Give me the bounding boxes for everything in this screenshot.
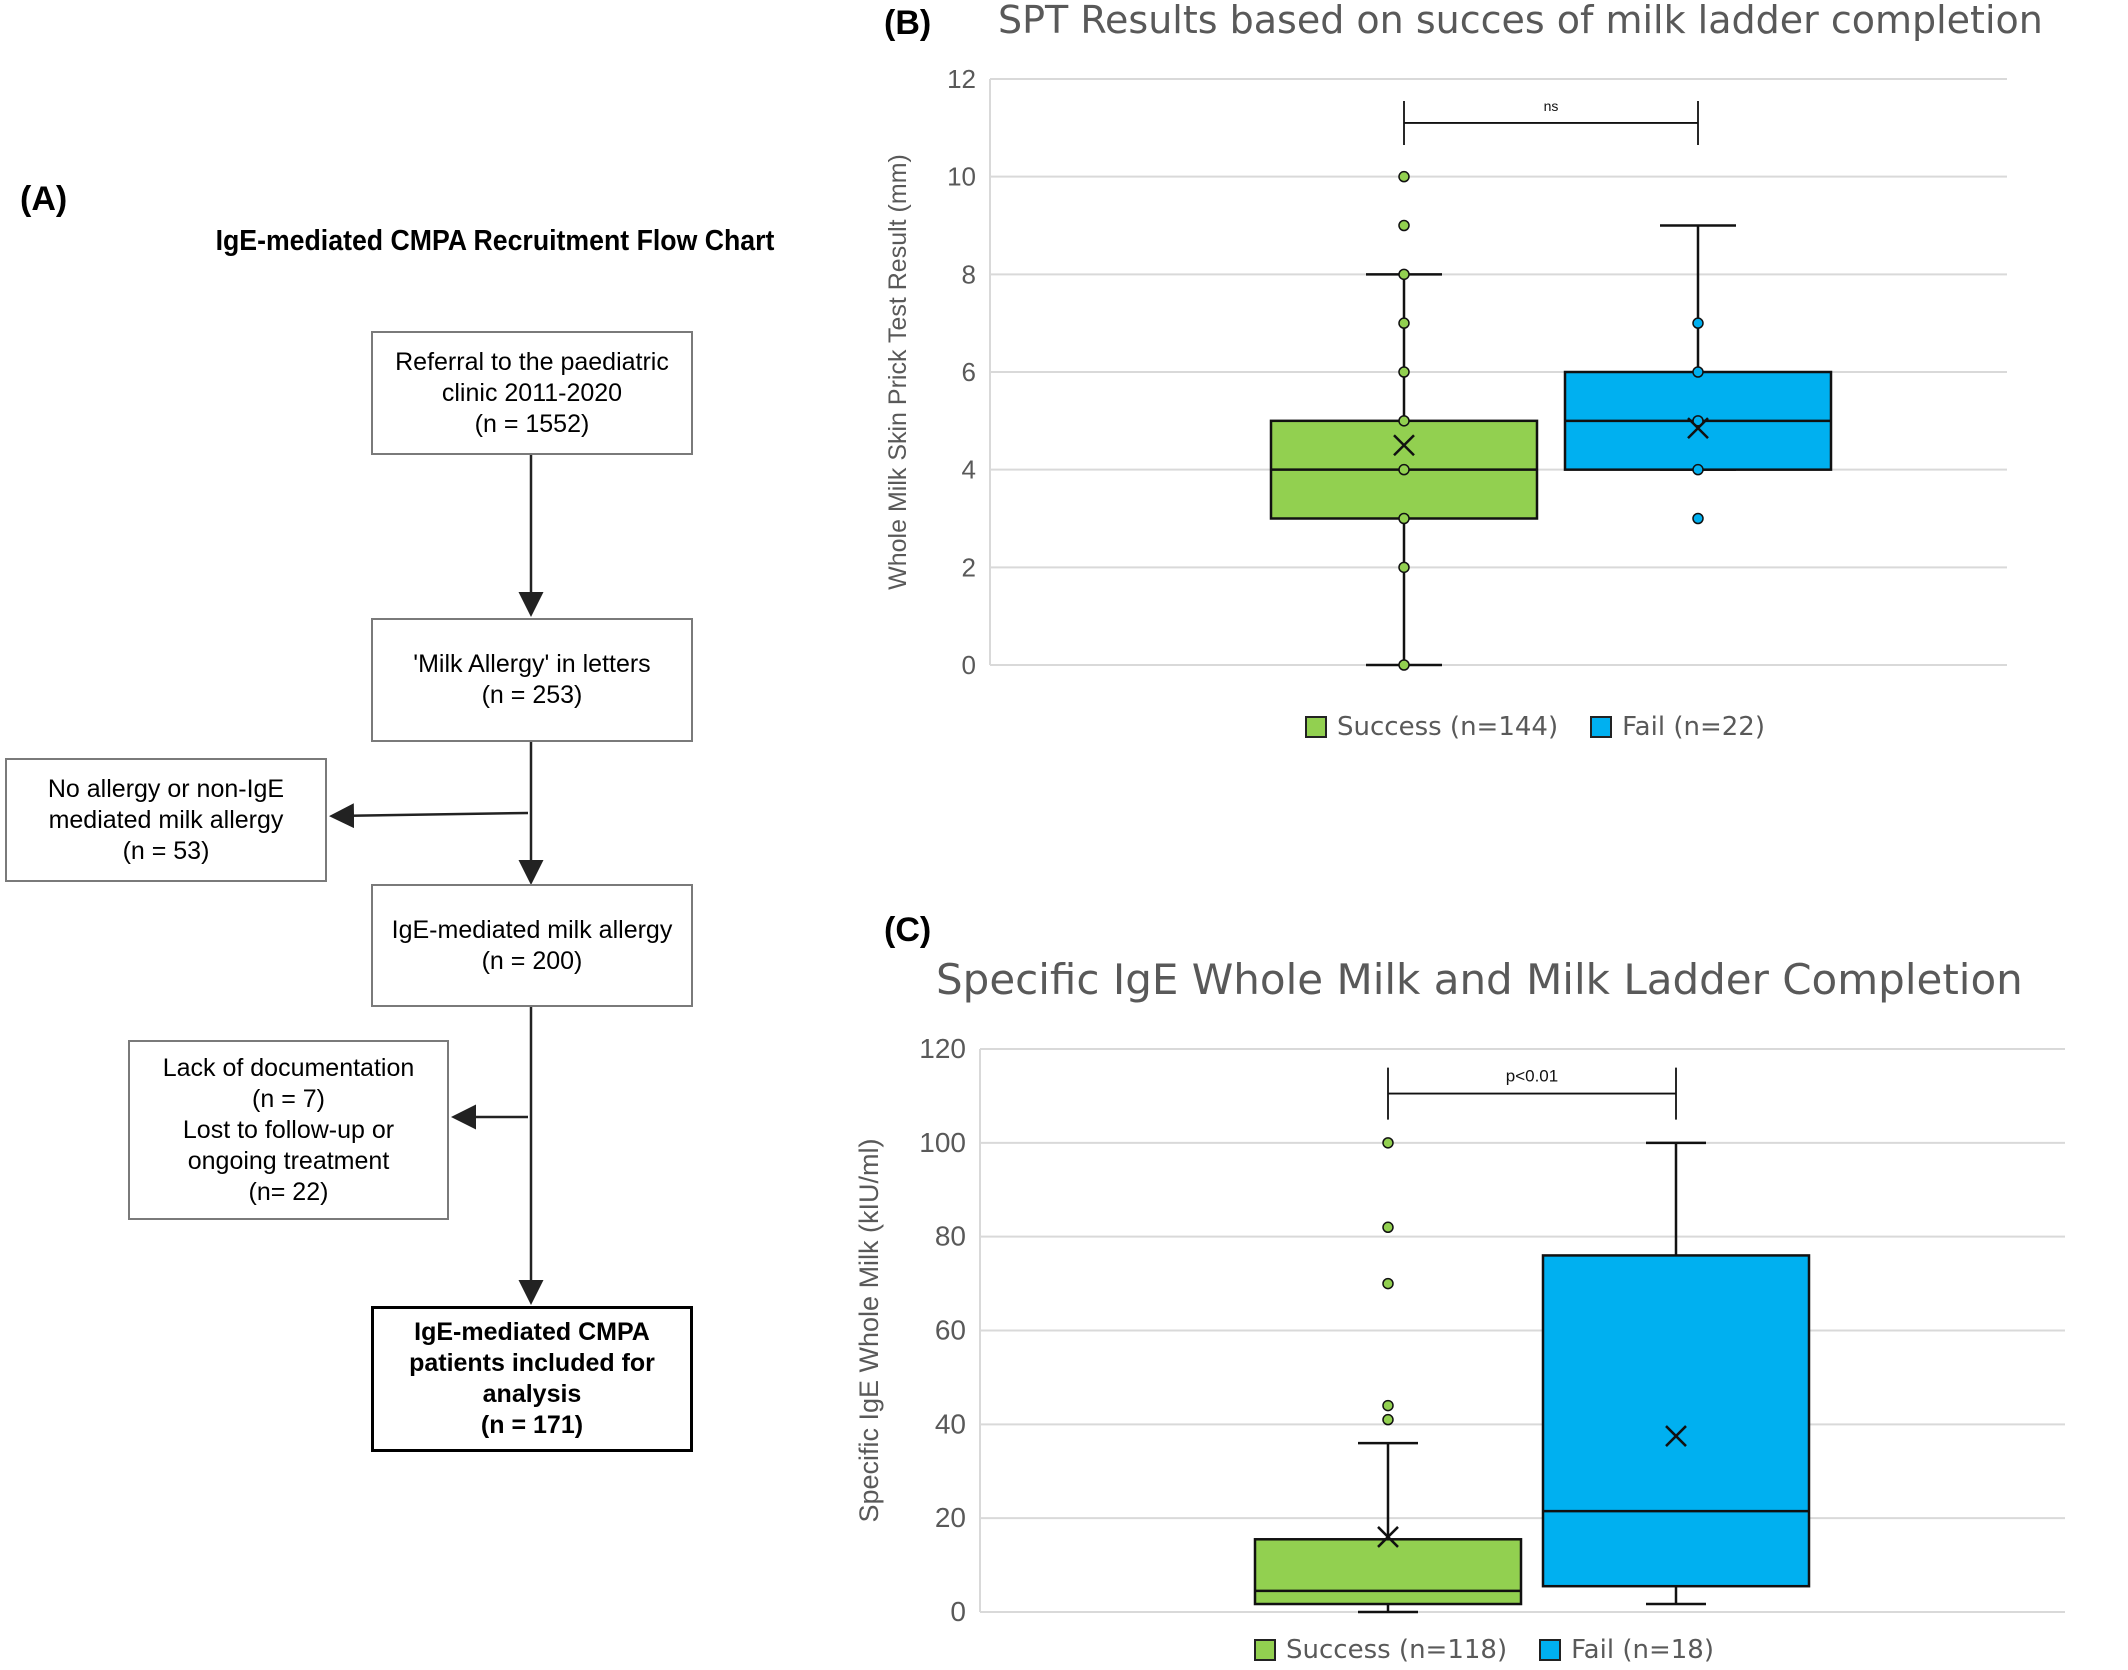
data-point xyxy=(1692,317,1704,329)
significance-label: p<0.01 xyxy=(1506,1067,1558,1086)
box-ige-mediated: IgE-mediated milk allergy (n = 200) xyxy=(371,884,693,1007)
box-iqr xyxy=(1253,1538,1523,1606)
data-point xyxy=(1398,219,1410,232)
box-group-1 xyxy=(1563,224,1833,525)
data-point xyxy=(1398,561,1410,574)
data-point xyxy=(1398,512,1410,525)
y-tick-label: 0 xyxy=(950,1596,966,1627)
y-tick-label: 0 xyxy=(962,650,976,680)
data-point xyxy=(1398,659,1410,671)
legend-item-0: Success (n=144) xyxy=(1305,712,1558,742)
flowchart-arrows xyxy=(329,455,544,1305)
data-point xyxy=(1398,268,1410,281)
chart-b-legend: Success (n=144) Fail (n=22) xyxy=(1305,712,1783,742)
panel-c-letter: (C) xyxy=(884,911,932,949)
data-point xyxy=(1382,1277,1394,1290)
data-point xyxy=(1692,366,1704,378)
y-tick-label: 20 xyxy=(935,1502,966,1533)
significance-bracket xyxy=(1387,1067,1677,1120)
y-tick-label: 40 xyxy=(935,1408,966,1439)
y-tick-label: 10 xyxy=(947,162,976,192)
mean-marker xyxy=(1665,1425,1687,1447)
mean-marker xyxy=(1687,417,1709,440)
chart-b: 0 2 4 6 8 10 12 Whole Milk Skin Prick Test Resu… xyxy=(884,64,2007,680)
legend-swatch xyxy=(1590,716,1613,738)
legend-label: Success (n=144) xyxy=(1337,712,1559,742)
data-point xyxy=(1398,170,1410,183)
panel-b-letter: (B) xyxy=(884,4,932,42)
chart-b-title: SPT Results based on succes of milk ladd… xyxy=(998,0,2043,42)
mean-marker xyxy=(1377,1526,1399,1548)
legend-label: Fail (n=22) xyxy=(1622,712,1765,742)
y-tick-label: 2 xyxy=(962,552,976,582)
data-point xyxy=(1692,512,1704,525)
y-tick-label: 120 xyxy=(919,1033,966,1064)
arrow-to-no-allergy xyxy=(329,803,529,829)
y-tick-label: 80 xyxy=(935,1221,966,1252)
legend-item-1: Fail (n=18) xyxy=(1539,1635,1714,1665)
legend-item-0: Success (n=118) xyxy=(1254,1635,1507,1665)
box-final-included: IgE-mediated CMPA patients included for an… xyxy=(371,1306,693,1452)
box-group-1 xyxy=(1541,1141,1811,1606)
significance-bracket xyxy=(1403,100,1699,145)
legend-swatch xyxy=(1539,1639,1562,1661)
data-point xyxy=(1398,463,1410,476)
legend-swatch xyxy=(1305,716,1327,738)
y-tick-label: 6 xyxy=(962,357,976,387)
chart-c-legend: Success (n=118) Fail (n=18) xyxy=(1254,1635,1732,1665)
y-axis-label: Specific IgE Whole Milk (kIU/ml) xyxy=(854,1138,884,1522)
data-point xyxy=(1692,463,1704,476)
legend-swatch xyxy=(1254,1639,1276,1661)
data-point xyxy=(1692,415,1704,427)
data-point xyxy=(1398,366,1410,378)
box-group-0 xyxy=(1269,170,1539,671)
y-tick-label: 12 xyxy=(947,64,976,94)
data-point xyxy=(1382,1137,1394,1149)
data-point xyxy=(1398,317,1410,329)
box-referral: Referral to the paediatric clinic 2011-20… xyxy=(371,331,693,455)
box-milk-allergy-letters: 'Milk Allergy' in letters (n = 253) xyxy=(371,618,693,742)
data-point xyxy=(1382,1221,1394,1234)
y-tick-label: 8 xyxy=(962,259,976,289)
y-tick-label: 60 xyxy=(935,1315,966,1346)
data-point xyxy=(1398,415,1410,427)
box-group-0 xyxy=(1253,1137,1523,1614)
panel-a-letter: (A) xyxy=(20,180,68,218)
significance-label: ns xyxy=(1544,98,1559,114)
data-point xyxy=(1382,1413,1394,1426)
box-lack-of-documentation: Lack of documentation (n = 7) Lost to foll… xyxy=(128,1040,449,1220)
chart-c: 0 20 40 60 80 100 120 Specific IgE Whole Milk (… xyxy=(854,1033,2065,1627)
chart-c-title: Specific IgE Whole Milk and Milk Ladder … xyxy=(936,955,2023,1004)
box-no-allergy: No allergy or non-IgE mediated milk aller… xyxy=(5,758,327,882)
y-tick-label: 100 xyxy=(919,1127,966,1158)
y-tick-label: 4 xyxy=(962,455,976,485)
legend-label: Success (n=118) xyxy=(1286,1635,1508,1665)
legend-label: Fail (n=18) xyxy=(1571,1635,1714,1665)
data-point xyxy=(1382,1399,1394,1412)
flowchart-title: IgE-mediated CMPA Recruitment Flow Chart xyxy=(215,225,775,257)
legend-item-1: Fail (n=22) xyxy=(1590,712,1765,742)
y-axis-label: Whole Milk Skin Prick Test Result (mm) xyxy=(884,154,912,590)
box-iqr xyxy=(1541,1254,1811,1588)
mean-marker xyxy=(1393,434,1415,457)
